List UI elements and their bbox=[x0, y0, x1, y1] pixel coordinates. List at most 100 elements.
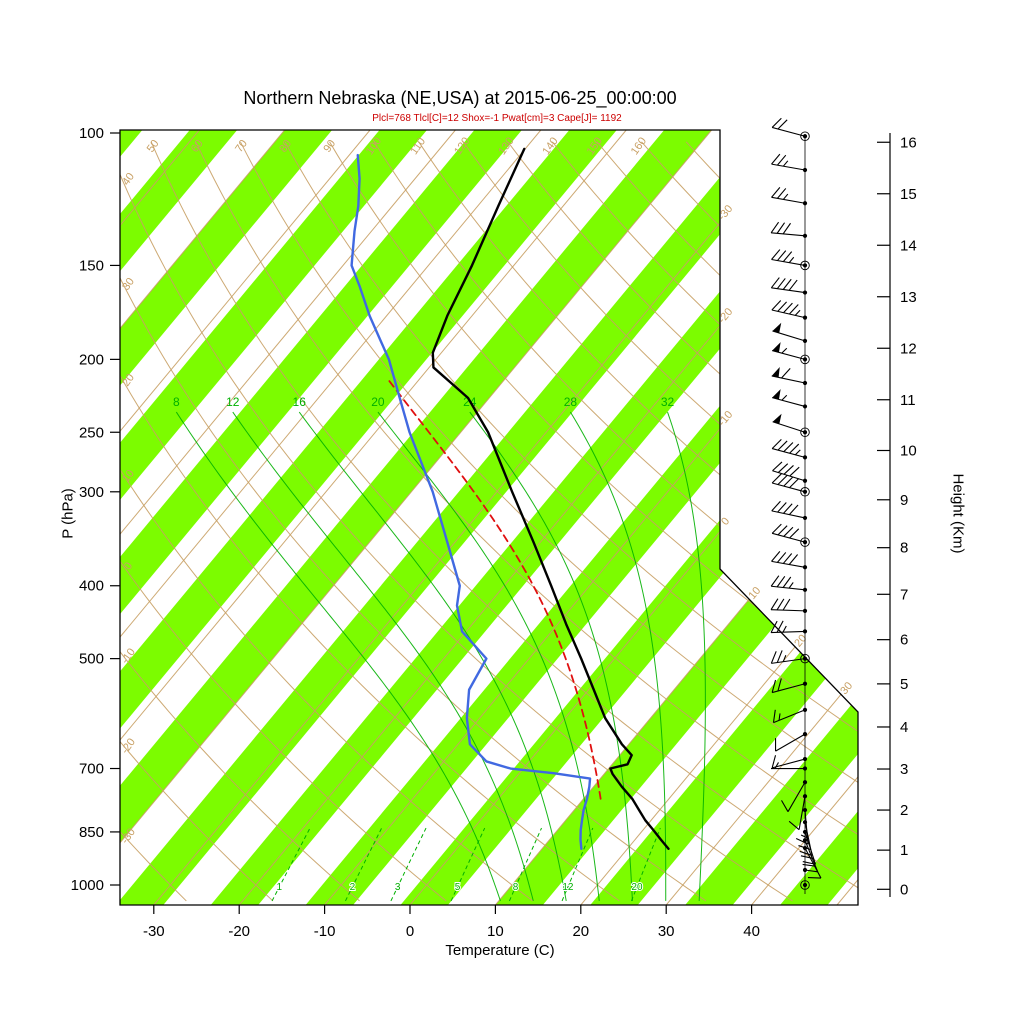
pressure-axis-title: P (hPa) bbox=[59, 488, 77, 539]
svg-text:9: 9 bbox=[900, 492, 908, 509]
svg-text:150: 150 bbox=[79, 257, 104, 274]
temperature-axis-title: Temperature (C) bbox=[445, 942, 555, 959]
wind-barb bbox=[771, 117, 810, 141]
svg-text:8: 8 bbox=[173, 395, 180, 409]
svg-text:80: 80 bbox=[277, 138, 294, 155]
svg-text:0: 0 bbox=[406, 923, 414, 940]
svg-text:10: 10 bbox=[120, 468, 137, 485]
svg-text:500: 500 bbox=[79, 651, 104, 668]
wind-barb bbox=[770, 598, 808, 613]
svg-text:20: 20 bbox=[120, 372, 137, 389]
wind-barb bbox=[802, 867, 808, 873]
svg-text:1: 1 bbox=[277, 882, 283, 893]
svg-text:15: 15 bbox=[900, 186, 917, 203]
wind-barb bbox=[772, 389, 808, 409]
plot-frame bbox=[119, 129, 859, 906]
svg-text:60: 60 bbox=[189, 138, 206, 155]
parcel-curve bbox=[387, 379, 602, 800]
svg-text:40: 40 bbox=[120, 171, 137, 188]
wind-barb bbox=[771, 500, 808, 521]
svg-text:850: 850 bbox=[79, 824, 104, 841]
wind-barb bbox=[771, 300, 808, 320]
wind-barb bbox=[770, 575, 808, 592]
svg-text:250: 250 bbox=[79, 424, 104, 441]
svg-text:20: 20 bbox=[371, 395, 385, 409]
moist-adiabats bbox=[175, 411, 706, 902]
svg-text:1: 1 bbox=[900, 842, 908, 859]
svg-text:70: 70 bbox=[233, 138, 250, 155]
mixing-ratio-lines bbox=[271, 827, 661, 902]
svg-text:-30: -30 bbox=[143, 923, 165, 940]
svg-text:32: 32 bbox=[661, 395, 675, 409]
svg-text:6: 6 bbox=[900, 632, 908, 649]
temperature-curve bbox=[431, 147, 670, 850]
wind-barb bbox=[771, 523, 810, 547]
svg-text:8: 8 bbox=[900, 540, 908, 557]
wind-barb bbox=[772, 461, 808, 483]
svg-text:0: 0 bbox=[122, 560, 135, 572]
wind-barb bbox=[770, 277, 808, 295]
svg-text:2: 2 bbox=[350, 882, 356, 893]
wind-barb bbox=[771, 439, 808, 460]
height-axis-title: Height (Km) bbox=[949, 473, 967, 554]
wind-barb bbox=[771, 153, 808, 173]
temperature-axis: -30 -20 -10 0 10 20 30 40 bbox=[143, 905, 760, 940]
wind-barb bbox=[771, 367, 808, 386]
wind-barb bbox=[771, 755, 808, 769]
svg-text:13: 13 bbox=[900, 289, 917, 306]
wind-barb bbox=[771, 762, 808, 771]
svg-text:1000: 1000 bbox=[71, 877, 104, 894]
dewpoint-curve bbox=[350, 153, 592, 850]
chart-subtitle: Plcl=768 Tlcl[C]=12 Shox=-1 Pwat[cm]=3 C… bbox=[372, 113, 622, 124]
svg-text:90: 90 bbox=[321, 138, 338, 155]
svg-text:700: 700 bbox=[79, 761, 104, 778]
svg-text:0: 0 bbox=[900, 881, 908, 898]
svg-text:-20: -20 bbox=[119, 736, 138, 756]
wind-barbs bbox=[770, 117, 822, 894]
wind-barb bbox=[802, 845, 822, 879]
svg-text:0: 0 bbox=[719, 515, 732, 527]
wind-barb bbox=[775, 732, 808, 752]
wind-barb bbox=[800, 829, 817, 865]
chart-title: Northern Nebraska (NE,USA) at 2015-06-25… bbox=[243, 88, 677, 108]
wind-barb bbox=[772, 707, 808, 724]
svg-text:16: 16 bbox=[293, 395, 307, 409]
wind-barb bbox=[770, 650, 810, 664]
svg-text:2: 2 bbox=[900, 802, 908, 819]
svg-text:100: 100 bbox=[79, 125, 104, 142]
svg-text:11: 11 bbox=[900, 392, 916, 409]
wind-barb bbox=[800, 880, 810, 890]
svg-text:5: 5 bbox=[900, 676, 908, 693]
svg-text:3: 3 bbox=[900, 761, 908, 778]
svg-text:30: 30 bbox=[120, 276, 137, 293]
svg-text:5: 5 bbox=[455, 882, 461, 893]
svg-text:14: 14 bbox=[900, 237, 917, 254]
svg-text:3: 3 bbox=[395, 882, 401, 893]
wind-barb bbox=[770, 620, 808, 634]
svg-text:12: 12 bbox=[226, 395, 240, 409]
svg-text:20: 20 bbox=[631, 882, 643, 893]
wind-barb bbox=[771, 473, 810, 497]
svg-text:8: 8 bbox=[513, 882, 519, 893]
svg-text:12: 12 bbox=[562, 882, 574, 893]
wind-barb bbox=[771, 678, 808, 694]
wind-barb bbox=[781, 780, 808, 812]
mixing-ratio-labels: 1 2 3 5 8 12 20 bbox=[276, 881, 644, 894]
pressure-axis: 100 150 200 250 300 400 500 700 850 1000 bbox=[71, 125, 120, 894]
svg-text:4: 4 bbox=[900, 719, 908, 736]
svg-text:20: 20 bbox=[572, 923, 589, 940]
wind-barb bbox=[771, 551, 808, 570]
svg-text:10: 10 bbox=[487, 923, 504, 940]
svg-text:40: 40 bbox=[743, 923, 760, 940]
wind-barb bbox=[788, 794, 808, 831]
wind-barb bbox=[770, 221, 808, 238]
wind-barb bbox=[772, 322, 808, 343]
svg-text:12: 12 bbox=[900, 340, 917, 357]
svg-text:400: 400 bbox=[79, 578, 104, 595]
svg-text:10: 10 bbox=[900, 442, 917, 459]
svg-text:30: 30 bbox=[658, 923, 675, 940]
wind-barb bbox=[771, 187, 808, 206]
svg-text:-10: -10 bbox=[314, 923, 336, 940]
